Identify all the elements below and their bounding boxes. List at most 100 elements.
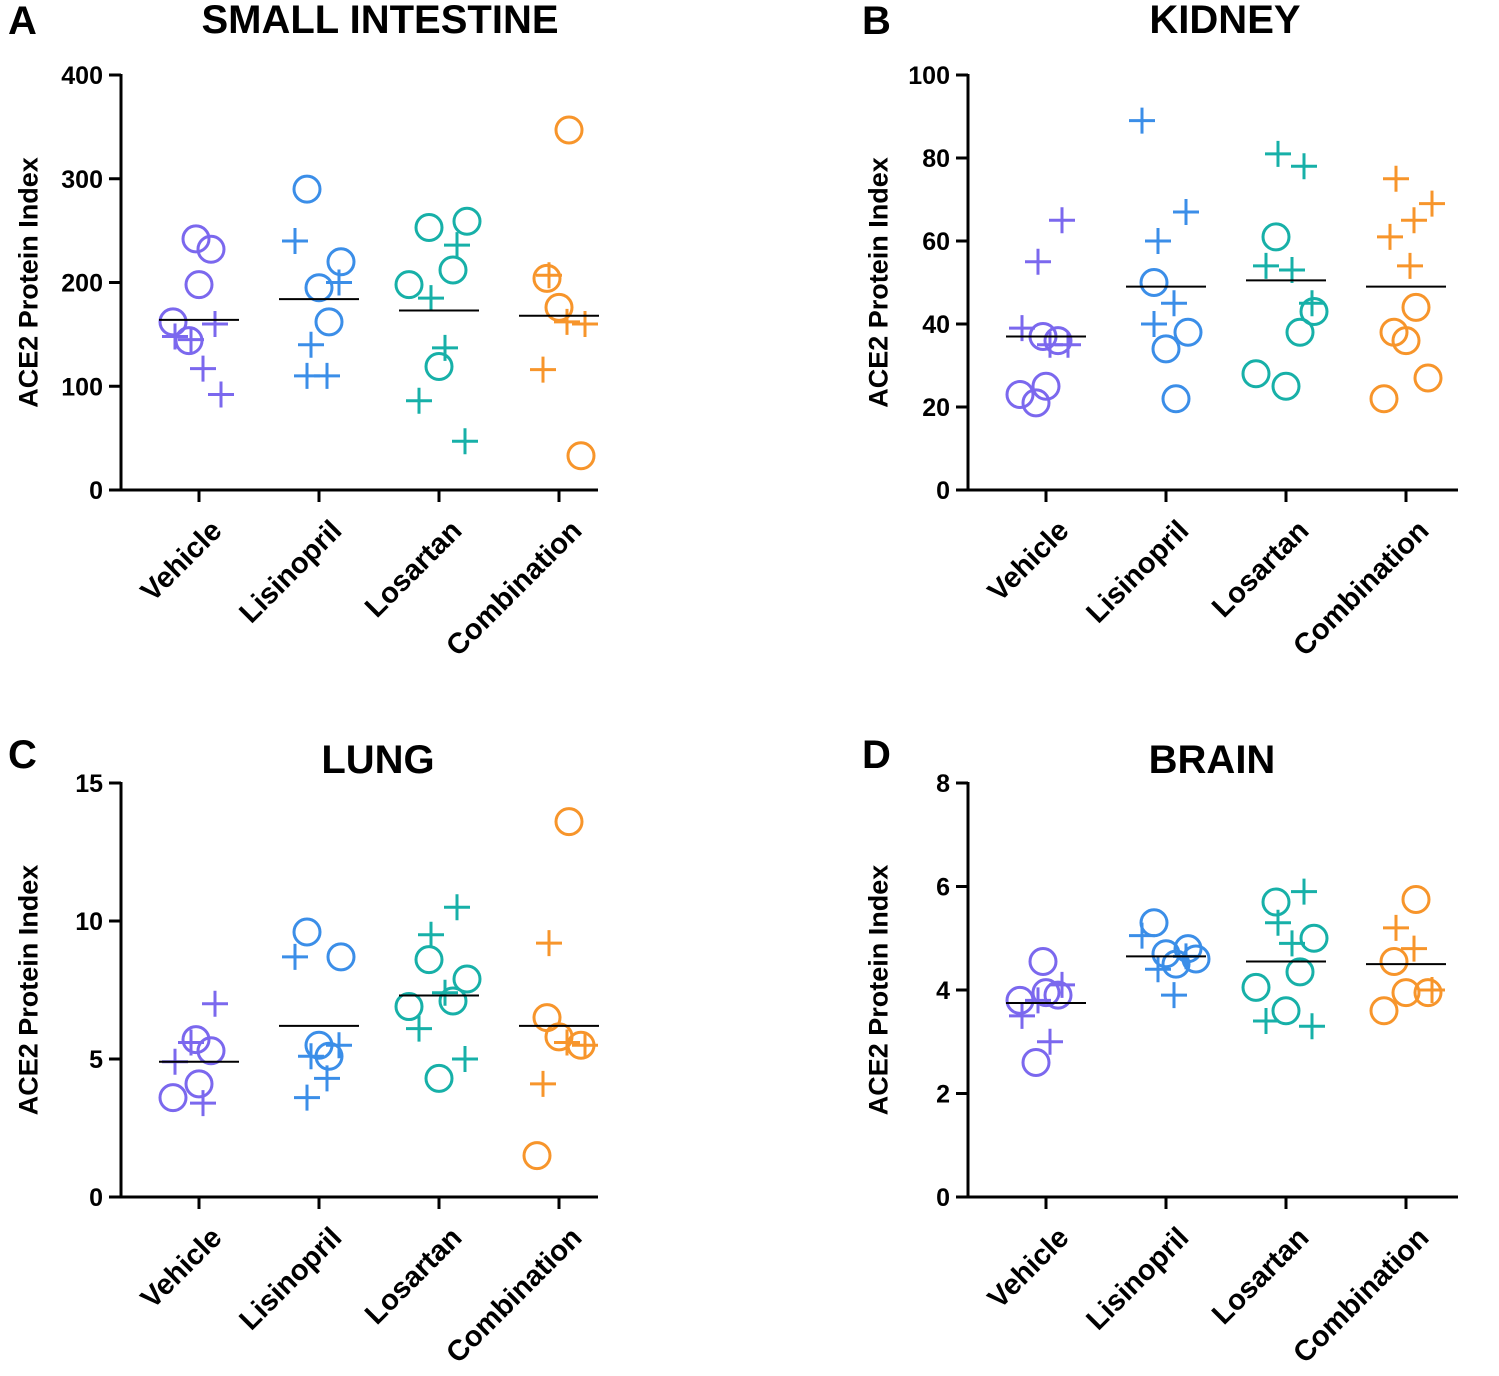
data-point-circle bbox=[1031, 371, 1061, 401]
data-point-circle bbox=[1299, 297, 1329, 327]
x-tick-label: Vehicle bbox=[135, 515, 228, 608]
data-point-circle bbox=[414, 945, 444, 975]
data-point-circle bbox=[181, 224, 211, 254]
y-tick-label: 300 bbox=[61, 166, 103, 194]
data-point-circle bbox=[1161, 384, 1191, 414]
data-point-plus bbox=[554, 308, 580, 335]
data-point-plus bbox=[536, 262, 562, 289]
data-point-plus bbox=[1397, 252, 1423, 279]
data-point-circle bbox=[181, 1025, 211, 1055]
x-tick-label: Losartan bbox=[359, 515, 468, 624]
y-tick-label: 8 bbox=[936, 770, 950, 798]
data-point-plus bbox=[1037, 1028, 1063, 1055]
data-point-circle bbox=[196, 1036, 226, 1066]
data-point-circle bbox=[1151, 334, 1181, 364]
data-point-plus bbox=[572, 1032, 598, 1059]
data-point-plus bbox=[530, 356, 556, 383]
data-point-circle bbox=[522, 1141, 552, 1171]
data-point-plus bbox=[1383, 165, 1409, 192]
y-tick-label: 6 bbox=[936, 874, 950, 902]
data-point-circle bbox=[1299, 923, 1329, 953]
data-point-plus bbox=[1049, 971, 1075, 998]
data-point-circle bbox=[554, 115, 584, 145]
y-tick-label: 4 bbox=[936, 977, 950, 1005]
data-point-plus bbox=[444, 232, 470, 259]
data-point-plus bbox=[298, 331, 324, 358]
data-point-circle bbox=[414, 213, 444, 243]
data-point-circle bbox=[1161, 949, 1191, 979]
data-point-plus bbox=[1291, 153, 1317, 180]
data-point-circle bbox=[1028, 947, 1058, 977]
data-point-plus bbox=[1265, 909, 1291, 936]
data-point-circle bbox=[326, 247, 356, 277]
data-point-plus bbox=[1253, 252, 1279, 279]
chart-panel-d: D BRAIN ACE2 Protein Index 0 2 4 6 8 Vehicle Lisi… bbox=[862, 733, 1458, 1370]
data-point-plus bbox=[1279, 930, 1305, 957]
chart-title: LUNG bbox=[321, 738, 434, 782]
panel-letter: D bbox=[862, 733, 891, 777]
x-tick-label: Lisinopril bbox=[1080, 515, 1195, 630]
data-point-plus bbox=[1173, 198, 1199, 225]
data-point-circle bbox=[1043, 326, 1073, 356]
y-tick-label: 40 bbox=[922, 311, 950, 339]
data-point-circle bbox=[1369, 996, 1399, 1026]
data-point-plus bbox=[1129, 107, 1155, 134]
data-point-plus bbox=[162, 323, 188, 350]
data-point-plus bbox=[1291, 878, 1317, 905]
data-point-circle bbox=[304, 273, 334, 303]
x-tick-label: Lisinopril bbox=[233, 515, 348, 630]
data-point-plus bbox=[282, 943, 308, 970]
data-point-plus bbox=[1025, 987, 1051, 1014]
data-point-plus bbox=[1419, 190, 1445, 217]
data-point-plus bbox=[1141, 311, 1167, 337]
data-point-circle bbox=[1151, 939, 1181, 969]
data-point-circle bbox=[566, 441, 596, 471]
data-point-circle bbox=[1413, 978, 1443, 1008]
data-point-plus bbox=[1279, 257, 1305, 284]
chart-panel-c: C LUNG ACE2 Protein Index 0 5 10 15 Vehicle Lisi… bbox=[8, 733, 599, 1370]
x-tick-label: Losartan bbox=[1206, 1222, 1315, 1331]
data-point-circle bbox=[1139, 268, 1169, 297]
chart-panel-a: A SMALL INTESTINE ACE2 Protein Index 0 100 20… bbox=[8, 0, 599, 663]
data-point-circle bbox=[544, 292, 574, 322]
data-point-circle bbox=[184, 270, 214, 300]
y-tick-label: 0 bbox=[89, 1184, 103, 1212]
data-point-plus bbox=[1145, 956, 1171, 983]
data-point-circle bbox=[1241, 359, 1271, 389]
y-axis-label: ACE2 Protein Index bbox=[13, 157, 43, 408]
data-point-plus bbox=[432, 979, 458, 1006]
data-point-plus bbox=[536, 930, 562, 957]
data-point-plus bbox=[452, 1046, 478, 1072]
x-tick-label: Vehicle bbox=[135, 1222, 228, 1315]
panel-letter: B bbox=[862, 0, 891, 43]
data-point-circle bbox=[424, 352, 454, 382]
data-point-plus bbox=[418, 921, 444, 948]
data-point-plus bbox=[432, 334, 458, 361]
data-point-plus bbox=[1383, 914, 1409, 941]
data-point-plus bbox=[1009, 1002, 1035, 1029]
data-point-plus bbox=[208, 381, 234, 408]
data-point-circle bbox=[1391, 326, 1421, 356]
y-tick-label: 400 bbox=[61, 62, 103, 90]
data-point-plus bbox=[282, 228, 308, 254]
chart-title: KIDNEY bbox=[1149, 0, 1300, 42]
data-point-circle bbox=[1261, 222, 1291, 252]
data-point-plus bbox=[1161, 290, 1187, 317]
data-point-plus bbox=[178, 1029, 204, 1056]
data-point-plus bbox=[326, 269, 352, 296]
data-point-plus bbox=[298, 1043, 324, 1070]
data-point-plus bbox=[1161, 982, 1187, 1009]
data-point-plus bbox=[202, 311, 228, 337]
data-point-circle bbox=[1139, 908, 1169, 938]
data-point-circle bbox=[1021, 1047, 1051, 1077]
y-axis-label: ACE2 Protein Index bbox=[13, 865, 43, 1116]
y-tick-label: 10 bbox=[75, 908, 103, 936]
data-point-circle bbox=[554, 807, 584, 837]
data-point-plus bbox=[294, 1084, 320, 1111]
data-point-plus bbox=[1049, 207, 1075, 234]
data-point-circle bbox=[314, 307, 344, 337]
data-point-plus bbox=[202, 990, 228, 1017]
data-point-circle bbox=[1391, 978, 1421, 1008]
y-tick-label: 20 bbox=[922, 394, 950, 422]
